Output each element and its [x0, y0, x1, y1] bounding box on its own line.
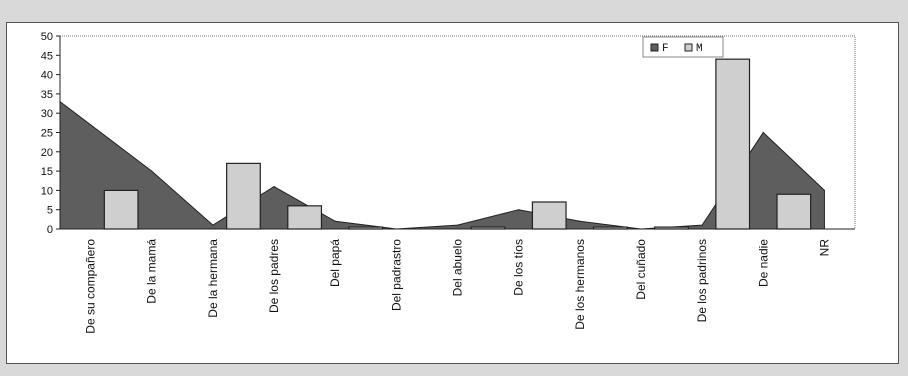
chart: 0 5 10 15 20 25 30 35 40 45 50 De su compañero De l… [41, 31, 856, 334]
area-point [762, 131, 764, 134]
area-point [579, 220, 581, 222]
legend-swatch [684, 43, 693, 52]
y-tick-label: 35 [41, 89, 53, 101]
area-point [823, 189, 826, 191]
area-point [151, 170, 153, 172]
bar [226, 162, 261, 230]
area-point [456, 224, 459, 226]
bar [103, 189, 139, 230]
chart-panel: 0 5 10 15 20 25 30 35 40 45 50 De su compañero De l… [6, 22, 899, 364]
y-tick-label: 45 [41, 50, 53, 62]
x-tick-label: NR [817, 239, 831, 257]
x-tick-label: De los padres [267, 239, 281, 313]
bar [776, 193, 812, 230]
area-point [212, 224, 214, 226]
x-tick-label: Del cuñado [634, 239, 648, 300]
x-tick-label: De la hermana [206, 239, 220, 318]
bar-series [103, 58, 812, 230]
x-axis: De su compañero De la mamá De la hermana De… [60, 228, 855, 334]
x-tick-label: Del papá [328, 239, 342, 287]
y-tick-label: 25 [41, 128, 53, 140]
bar [531, 201, 567, 230]
y-tick-label: 15 [41, 166, 53, 178]
y-tick-label: 30 [41, 108, 53, 120]
y-tick-label: 0 [47, 224, 53, 236]
area-point [273, 185, 275, 188]
legend-label: F [662, 43, 669, 55]
x-tick-label: De los hermanos [573, 239, 587, 330]
area-point [518, 209, 520, 211]
area-point [334, 220, 336, 222]
x-tick-label: De la mamá [145, 239, 159, 304]
area-series [59, 100, 826, 230]
bar [287, 205, 323, 230]
x-tick-label: Del abuelo [451, 239, 465, 297]
x-tick-label: De los tíos [512, 239, 526, 296]
x-tick-label: Del padrastro [389, 239, 403, 311]
legend-swatch [650, 43, 659, 52]
legend-box [642, 36, 724, 58]
x-tick-label: De los padrinos [695, 239, 709, 322]
area-point [59, 101, 61, 103]
y-tick-label: 20 [41, 147, 53, 159]
y-axis: 0 5 10 15 20 25 30 35 40 45 50 [41, 31, 856, 236]
y-tick-label: 40 [41, 70, 53, 82]
y-tick-label: 5 [47, 205, 53, 217]
legend-label: M [696, 43, 703, 55]
bar [715, 58, 751, 230]
y-tick-label: 50 [41, 31, 53, 43]
x-tick-label: De nadie [756, 239, 770, 287]
y-tick-label: 10 [41, 185, 53, 197]
area-point [701, 224, 703, 226]
area-series-F [59, 100, 825, 230]
x-tick-label: De su compañero [84, 239, 98, 334]
